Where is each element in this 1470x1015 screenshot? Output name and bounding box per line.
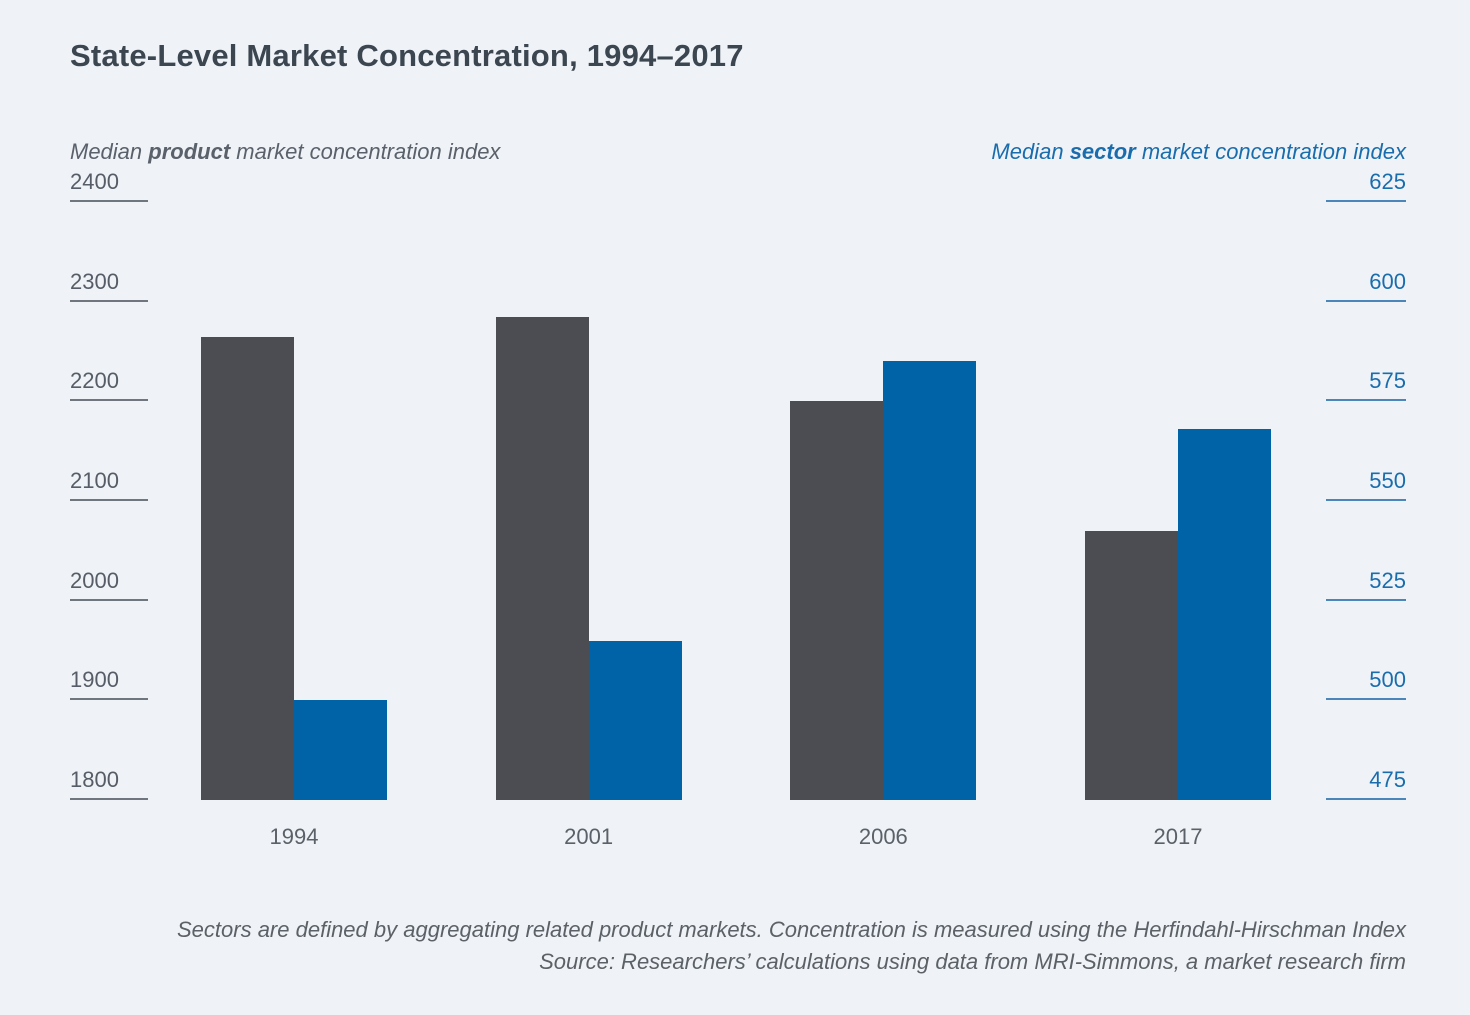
bar-sector-2006 [883,361,977,800]
left-axis-tick-label: 2200 [70,368,119,394]
right-axis-tick: 475 [1326,766,1406,800]
chart-title: State-Level Market Concentration, 1994–2… [70,38,744,73]
right-axis-tick-label: 575 [1369,368,1406,394]
right-axis-tick: 550 [1326,467,1406,501]
right-axis-tick: 525 [1326,567,1406,601]
x-axis-label: 2017 [1153,824,1203,849]
bar-product-2017 [1085,530,1178,800]
bar-product-2006 [790,401,884,800]
left-axis-tick: 1800 [70,766,148,800]
right-axis-tick-label: 600 [1369,268,1406,294]
right-axis-caption-emphasis: sector [1069,139,1136,164]
footnote-line-1: Sectors are defined by aggregating relat… [177,917,1406,942]
left-axis-caption-suffix: market concentration index [230,139,501,164]
left-axis-tick: 2400 [70,168,148,202]
footnotes: Sectors are defined by aggregating relat… [177,914,1406,978]
x-axis-label: 1994 [269,824,319,849]
right-axis-caption-suffix: market concentration index [1135,139,1406,164]
left-axis-tick-label: 1800 [70,767,119,792]
left-axis-tick: 2100 [70,467,148,501]
right-axis-tick-label: 525 [1369,567,1406,593]
right-axis-tick-label: 500 [1369,667,1406,693]
x-axis-label: 2001 [564,824,614,849]
left-axis-tick: 2300 [70,268,148,302]
left-axis-caption-prefix: Median [70,139,149,164]
right-axis-caption-prefix: Median [991,139,1070,164]
right-axis-tick: 500 [1326,666,1406,701]
left-axis-tick-label: 2300 [70,268,119,294]
bar-sector-2001 [588,640,682,800]
x-axis-label: 2006 [858,824,908,849]
left-axis-tick: 1900 [70,666,148,701]
right-axis-tick-label: 475 [1369,767,1406,792]
left-axis-tick-label: 1900 [70,667,119,693]
bar-product-2001 [495,316,589,800]
left-axis-tick: 2200 [70,367,148,402]
bar-sector-2017 [1178,429,1271,800]
bar-sector-1994 [294,700,387,800]
footnote-line-2: Source: Researchers’ calculations using … [539,949,1406,974]
left-axis-caption: Median product market concentration inde… [70,139,500,165]
left-axis-tick-label: 2100 [70,468,119,493]
left-axis-tick-label: 2000 [70,567,119,593]
right-axis-tick: 575 [1326,367,1406,402]
right-axis-caption: Median sector market concentration index [991,139,1406,165]
right-axis-tick-label: 550 [1369,468,1406,493]
right-axis-tick-label: 625 [1369,169,1406,194]
left-axis-tick: 2000 [70,567,148,601]
left-axis-tick-label: 2400 [70,169,119,194]
right-axis-tick: 600 [1326,268,1406,302]
left-axis-caption-emphasis: product [148,139,231,164]
bar-product-1994 [201,336,294,800]
right-axis-tick: 625 [1326,168,1406,202]
